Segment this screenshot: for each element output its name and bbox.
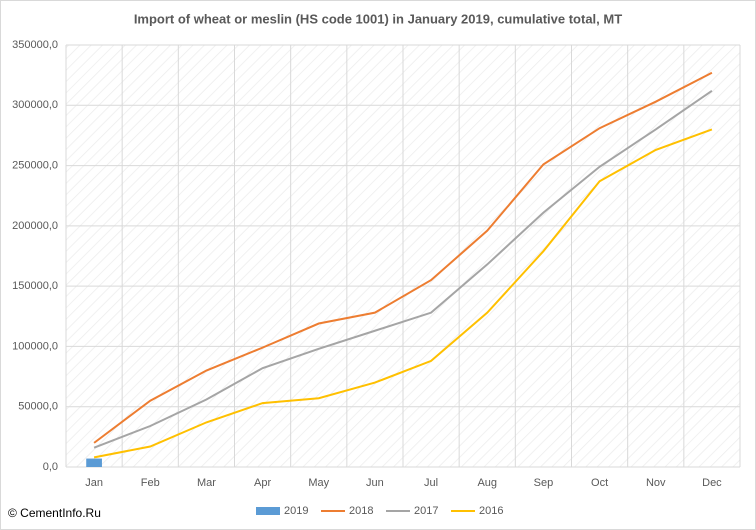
- x-tick-label: Nov: [646, 477, 666, 489]
- line: [93, 71, 713, 444]
- x-tick-label: Jan: [85, 477, 103, 489]
- x-tick-label: Dec: [702, 477, 722, 489]
- y-tick-label: 300000,0: [12, 99, 58, 111]
- x-tick-label: Mar: [197, 477, 216, 489]
- x-tick-label: Oct: [591, 477, 608, 489]
- legend-swatch: [256, 507, 280, 515]
- y-tick-label: 0,0: [43, 461, 58, 473]
- source: © CementInfo.Ru: [8, 506, 101, 520]
- legend-label: 2018: [349, 505, 373, 517]
- x-tick-label: Jul: [424, 477, 438, 489]
- bar: [86, 458, 102, 467]
- x-tick-label: Jun: [366, 477, 384, 489]
- legend-label: 2016: [479, 505, 503, 517]
- x-tick-label: Feb: [141, 477, 160, 489]
- y-tick-label: 50000,0: [18, 401, 58, 413]
- y-tick-label: 250000,0: [12, 159, 58, 171]
- x-tick-label: Apr: [254, 477, 271, 489]
- legend-label: 2017: [414, 505, 438, 517]
- line: [93, 89, 713, 449]
- y-tick-label: 350000,0: [12, 39, 58, 51]
- y-tick-label: 200000,0: [12, 220, 58, 232]
- x-tick-label: Aug: [477, 477, 497, 489]
- legend-label: 2019: [284, 505, 308, 517]
- y-tick-label: 150000,0: [12, 280, 58, 292]
- y-tick-label: 100000,0: [12, 340, 58, 352]
- chart-title: Import of wheat or meslin (HS code 1001)…: [134, 11, 622, 26]
- line: [93, 128, 713, 459]
- x-tick-label: May: [308, 477, 329, 489]
- x-tick-label: Sep: [534, 477, 554, 489]
